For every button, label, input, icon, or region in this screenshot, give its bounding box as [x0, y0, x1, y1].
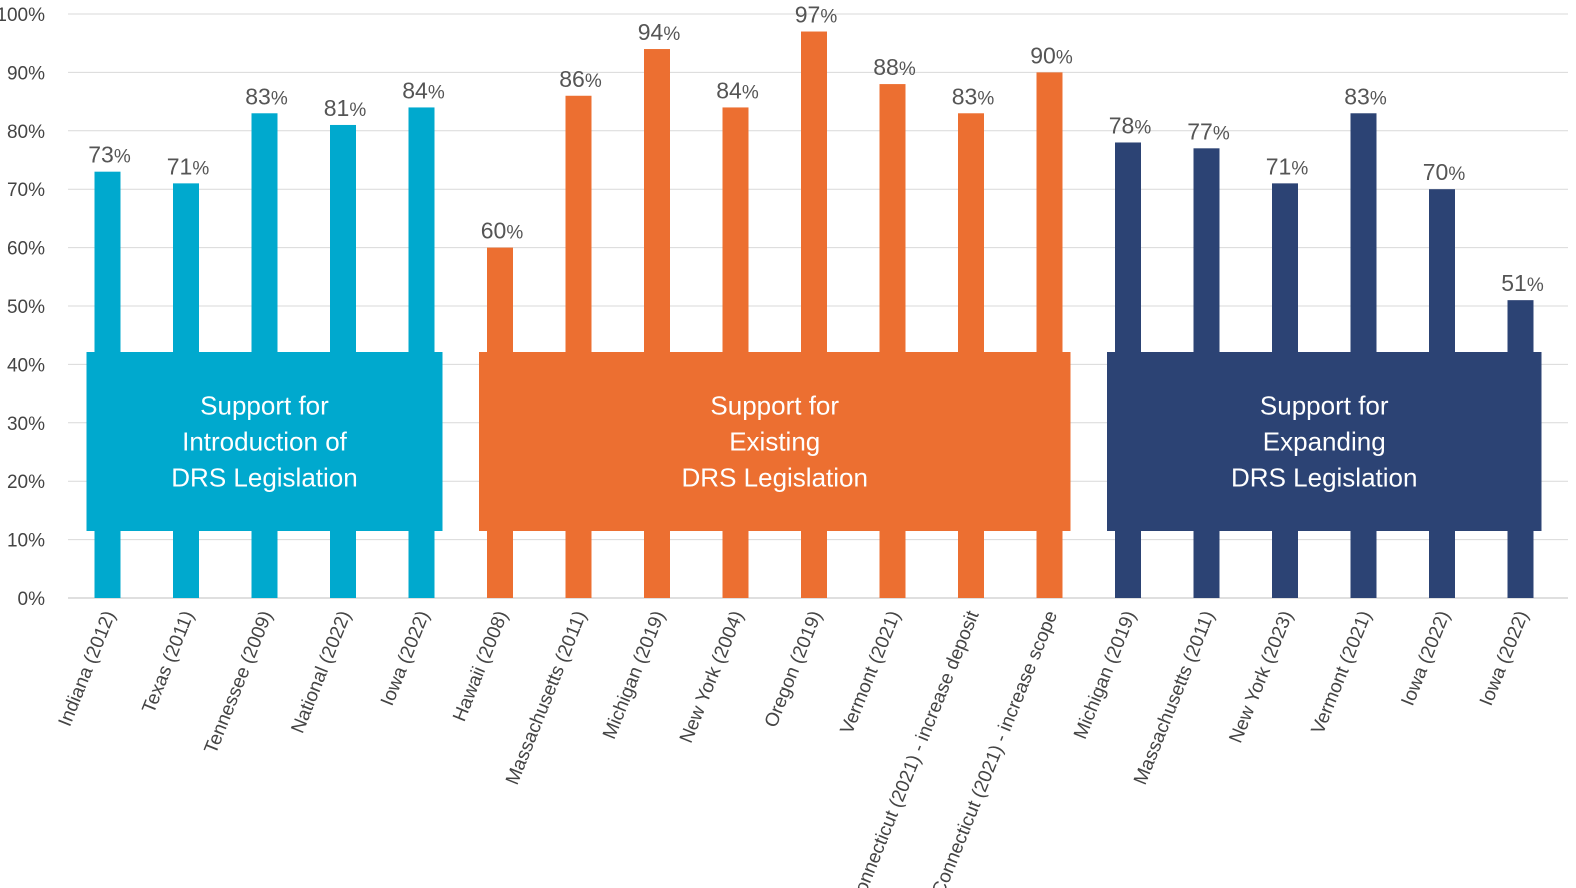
y-tick-label: 100%: [0, 5, 45, 26]
x-tick-label: Michigan (2019): [1070, 608, 1141, 742]
y-tick-label: 90%: [7, 63, 45, 84]
x-tick-label: Tennessee (2009): [201, 608, 277, 757]
x-tick-label: Vermont (2021): [1308, 608, 1377, 737]
data-label: 70%: [1423, 159, 1466, 185]
group-label: DRS Legislation: [682, 463, 868, 493]
data-label: 78%: [1109, 112, 1152, 138]
group-label: Support for: [710, 391, 839, 421]
x-tick-label: Iowa (2022): [1398, 608, 1455, 709]
data-label: 60%: [481, 218, 524, 244]
data-label: 83%: [1344, 83, 1387, 109]
y-tick-label: 80%: [7, 122, 45, 143]
x-tick-label: New York (2004): [676, 608, 748, 746]
data-label: 97%: [795, 2, 838, 28]
group-label: DRS Legislation: [171, 463, 357, 493]
x-tick-label: Massachusetts (2011): [502, 608, 591, 788]
x-tick-label: National (2022): [287, 608, 355, 736]
data-label: 88%: [873, 54, 916, 80]
x-tick-label: Michigan (2019): [599, 608, 670, 742]
group-label: DRS Legislation: [1231, 463, 1417, 493]
data-label: 86%: [559, 66, 602, 92]
y-tick-label: 40%: [7, 355, 45, 376]
data-label: 90%: [1030, 42, 1073, 68]
x-tick-label: Indiana (2012): [55, 608, 120, 729]
x-tick-label: New York (2023): [1226, 608, 1298, 746]
data-label: 81%: [324, 95, 367, 121]
group-label-boxes: Support for Introduction of DRS Legislatio…: [86, 352, 1542, 531]
x-axis: Indiana (2012) Texas (2011) Tennessee (200…: [55, 607, 1533, 888]
group-label-box: [86, 352, 443, 531]
data-label: 83%: [245, 83, 288, 109]
group-label-box: [479, 352, 1071, 531]
data-label: 84%: [716, 77, 759, 103]
data-label: 71%: [167, 153, 210, 179]
y-tick-label: 60%: [7, 239, 45, 260]
x-tick-label: Massachusetts (2011): [1130, 608, 1219, 788]
y-tick-label: 20%: [7, 472, 45, 493]
x-tick-label: Oregon (2019): [761, 608, 827, 730]
group-label-box: [1107, 352, 1542, 531]
data-label: 94%: [638, 19, 681, 45]
group-label: Support for: [200, 391, 329, 421]
y-tick-label: 50%: [7, 297, 45, 318]
group-label: Existing: [729, 427, 820, 457]
x-tick-label: Iowa (2022): [1476, 608, 1533, 709]
data-labels: 73% 71% 83% 81% 84% 60% 86% 94% 84% 97% 88% 83% 90% 7…: [88, 2, 1544, 297]
y-tick-label: 30%: [7, 414, 45, 435]
data-label: 73%: [88, 142, 131, 168]
group-label: Expanding: [1263, 427, 1386, 457]
data-label: 84%: [402, 77, 445, 103]
y-tick-label: 0%: [18, 589, 46, 610]
y-tick-label: 70%: [7, 180, 45, 201]
data-label: 77%: [1187, 118, 1230, 144]
x-tick-label: Vermont (2021): [837, 608, 906, 737]
y-axis: 0% 10% 20% 30% 40% 50% 60% 70% 80% 90% 100%: [0, 5, 45, 610]
group-label: Introduction of: [182, 427, 348, 457]
group-label: Support for: [1260, 391, 1389, 421]
data-label: 51%: [1501, 270, 1544, 296]
data-label: 71%: [1266, 153, 1309, 179]
x-tick-label: Iowa (2022): [377, 608, 434, 709]
x-tick-label: Hawaii (2008): [449, 608, 512, 725]
x-tick-label: Texas (2011): [139, 608, 199, 716]
y-tick-label: 10%: [7, 531, 45, 552]
data-label: 83%: [952, 83, 995, 109]
